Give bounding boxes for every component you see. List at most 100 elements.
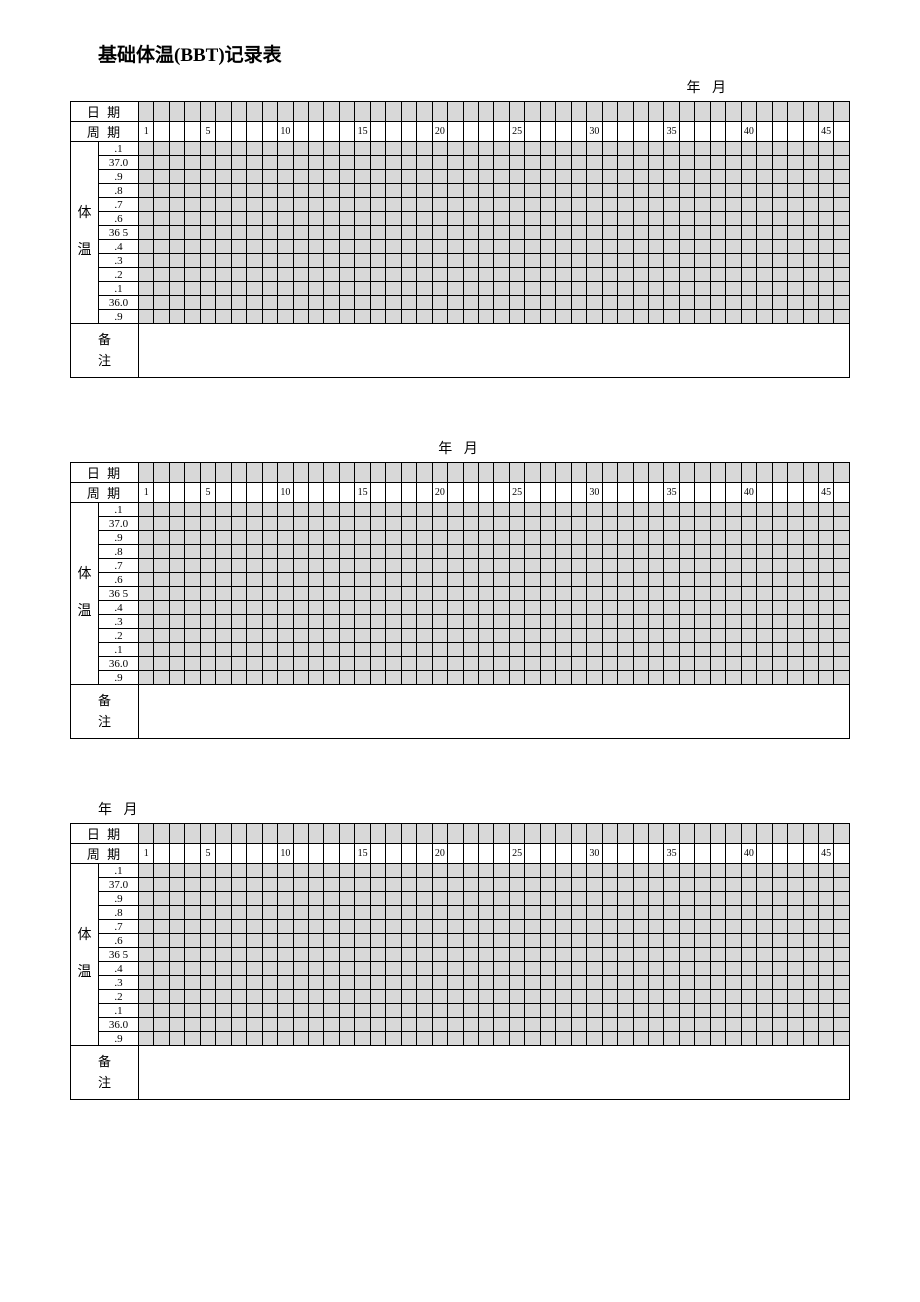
temp-cell bbox=[309, 962, 324, 976]
date-cell bbox=[247, 102, 262, 122]
temp-cell bbox=[139, 517, 154, 531]
temp-cell bbox=[355, 531, 370, 545]
temp-cell bbox=[772, 920, 787, 934]
temp-cell bbox=[309, 864, 324, 878]
temp-cell bbox=[818, 657, 833, 671]
temp-cell bbox=[664, 531, 679, 545]
temp-cell bbox=[788, 864, 803, 878]
temp-cell bbox=[278, 601, 293, 615]
temp-cell bbox=[648, 962, 663, 976]
temp-cell bbox=[139, 170, 154, 184]
temp-cell bbox=[200, 254, 215, 268]
temp-cell bbox=[324, 906, 339, 920]
temp-cell bbox=[618, 1018, 633, 1032]
temp-cell bbox=[386, 184, 401, 198]
temp-cell bbox=[478, 503, 493, 517]
temp-cell bbox=[478, 976, 493, 990]
temp-cell bbox=[247, 629, 262, 643]
temp-cell bbox=[509, 296, 524, 310]
year-month-label: 年 月 bbox=[70, 77, 850, 97]
temp-cell bbox=[587, 878, 602, 892]
cycle-cell bbox=[324, 483, 339, 503]
temp-cell bbox=[818, 517, 833, 531]
cycle-cell bbox=[803, 844, 818, 864]
cycle-cell bbox=[710, 122, 725, 142]
temp-cell bbox=[648, 517, 663, 531]
temp-cell bbox=[788, 282, 803, 296]
temp-cell bbox=[726, 906, 741, 920]
temp-cell bbox=[448, 920, 463, 934]
temp-cell bbox=[478, 268, 493, 282]
temp-cell bbox=[772, 184, 787, 198]
temp-cell bbox=[587, 1032, 602, 1046]
temp-cell bbox=[231, 296, 246, 310]
cycle-cell bbox=[324, 122, 339, 142]
temp-cell bbox=[494, 198, 509, 212]
temp-cell bbox=[154, 156, 169, 170]
temp-cell bbox=[216, 615, 231, 629]
temp-cell bbox=[540, 920, 555, 934]
temp-cell bbox=[772, 198, 787, 212]
temp-cell bbox=[648, 990, 663, 1004]
temp-cell bbox=[231, 254, 246, 268]
temp-cell bbox=[834, 282, 850, 296]
temp-cell bbox=[818, 906, 833, 920]
temp-cell bbox=[803, 282, 818, 296]
temp-cell bbox=[818, 892, 833, 906]
temp-cell bbox=[448, 503, 463, 517]
temp-cell bbox=[478, 601, 493, 615]
temp-cell bbox=[494, 545, 509, 559]
date-cell bbox=[262, 463, 277, 483]
temp-cell bbox=[370, 864, 385, 878]
temp-cell bbox=[772, 892, 787, 906]
temp-cell bbox=[370, 892, 385, 906]
temp-cell bbox=[679, 282, 694, 296]
date-cell bbox=[200, 824, 215, 844]
temp-cell bbox=[309, 878, 324, 892]
temp-cell bbox=[757, 545, 772, 559]
date-cell bbox=[648, 463, 663, 483]
temp-cell bbox=[633, 310, 648, 324]
temp-cell bbox=[247, 962, 262, 976]
temp-cell bbox=[726, 864, 741, 878]
temp-cell bbox=[293, 962, 308, 976]
temp-cell bbox=[741, 503, 756, 517]
temp-cell bbox=[587, 184, 602, 198]
temp-cell bbox=[448, 156, 463, 170]
date-cell bbox=[834, 824, 850, 844]
cycle-cell bbox=[463, 844, 478, 864]
cycle-cell bbox=[247, 483, 262, 503]
cycle-cell bbox=[633, 483, 648, 503]
temp-cell bbox=[648, 282, 663, 296]
temp-cell bbox=[448, 531, 463, 545]
date-cell bbox=[571, 463, 586, 483]
temp-cell bbox=[169, 962, 184, 976]
temp-cell bbox=[648, 587, 663, 601]
date-cell bbox=[618, 463, 633, 483]
temp-cell bbox=[324, 184, 339, 198]
temp-cell bbox=[278, 864, 293, 878]
temp-cell bbox=[401, 1032, 416, 1046]
temp-cell bbox=[540, 212, 555, 226]
date-cell bbox=[448, 463, 463, 483]
temp-cell bbox=[664, 864, 679, 878]
temp-cell bbox=[309, 184, 324, 198]
temp-cell bbox=[648, 184, 663, 198]
cycle-cell bbox=[633, 844, 648, 864]
temp-cell bbox=[355, 240, 370, 254]
temp-cell bbox=[525, 976, 540, 990]
temp-cell bbox=[401, 268, 416, 282]
temp-cell bbox=[478, 212, 493, 226]
date-cell bbox=[726, 463, 741, 483]
temp-cell bbox=[139, 156, 154, 170]
temp-cell bbox=[633, 643, 648, 657]
temp-scale-label: .2 bbox=[99, 990, 139, 1004]
cycle-cell: 25 bbox=[509, 844, 524, 864]
temp-cell bbox=[386, 170, 401, 184]
temp-cell bbox=[803, 615, 818, 629]
temp-cell bbox=[834, 170, 850, 184]
temp-cell bbox=[417, 878, 432, 892]
temp-cell bbox=[370, 198, 385, 212]
temp-cell bbox=[185, 1004, 200, 1018]
temp-cell bbox=[355, 657, 370, 671]
